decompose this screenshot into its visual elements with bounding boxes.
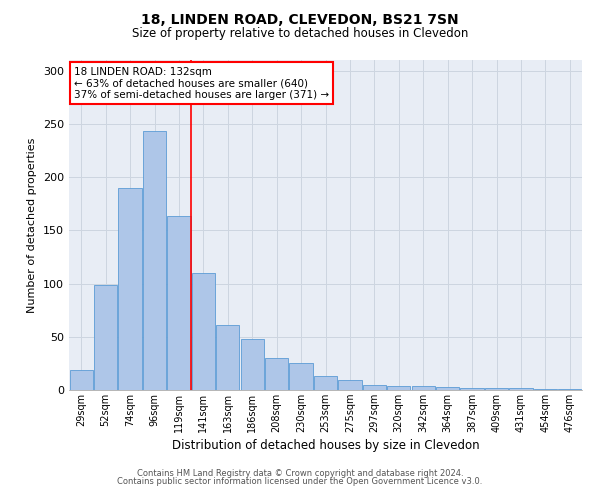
Bar [192,273,215,390]
Bar [289,364,313,390]
Bar [363,384,386,390]
Bar [509,388,533,390]
Text: Size of property relative to detached houses in Clevedon: Size of property relative to detached ho… [132,28,468,40]
Bar [412,386,435,390]
Bar [436,387,459,390]
Bar [485,388,508,390]
Bar [118,188,142,390]
Bar [338,380,362,390]
Bar [460,388,484,390]
Y-axis label: Number of detached properties: Number of detached properties [28,138,37,312]
Bar [70,370,93,390]
Text: 18, LINDEN ROAD, CLEVEDON, BS21 7SN: 18, LINDEN ROAD, CLEVEDON, BS21 7SN [141,12,459,26]
Bar [387,386,410,390]
Text: Contains HM Land Registry data © Crown copyright and database right 2024.: Contains HM Land Registry data © Crown c… [137,468,463,477]
Bar [167,216,191,390]
Bar [558,389,581,390]
Bar [216,325,239,390]
Bar [265,358,288,390]
Bar [314,376,337,390]
Bar [143,132,166,390]
Bar [94,284,117,390]
Bar [534,389,557,390]
Text: Contains public sector information licensed under the Open Government Licence v3: Contains public sector information licen… [118,477,482,486]
Bar [241,339,264,390]
X-axis label: Distribution of detached houses by size in Clevedon: Distribution of detached houses by size … [172,439,479,452]
Text: 18 LINDEN ROAD: 132sqm
← 63% of detached houses are smaller (640)
37% of semi-de: 18 LINDEN ROAD: 132sqm ← 63% of detached… [74,66,329,100]
